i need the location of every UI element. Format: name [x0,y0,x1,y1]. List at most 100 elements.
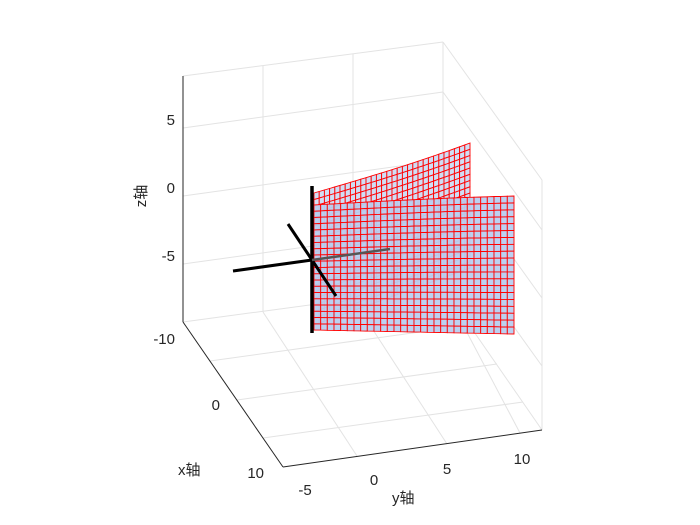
surface-cell [440,244,448,253]
surface-cell [313,273,322,281]
surface-cell [326,310,335,319]
surface-cell [480,298,488,307]
surface-cell [320,241,328,250]
surface-cell [340,228,348,236]
surface-cell [360,324,368,332]
surface-cell [400,206,408,214]
surface-cell [393,219,402,228]
surface-cell [453,325,462,334]
surface-cell [406,291,415,300]
surface-cell [400,291,408,300]
surface-cell [500,243,508,252]
surface-cell [433,305,442,313]
surface-cell [493,216,502,225]
surface-cell [313,223,322,231]
surface-cell [453,251,462,260]
surface-cell [393,239,402,247]
surface-cell [486,202,495,211]
surface-cell [393,199,402,208]
surface-cell [493,278,502,287]
surface-cell [473,223,482,232]
surface-cell [413,285,422,293]
surface-cell [460,291,468,300]
surface-cell [386,304,395,313]
surface-cell [466,278,475,287]
surface-cell [373,272,382,280]
surface-cell [506,264,515,273]
surface-cell [386,200,395,208]
surface-cell [326,266,335,275]
surface-cell [326,247,335,256]
surface-cell [360,298,368,306]
surface-cell [420,245,428,253]
surface-cell [380,252,388,261]
surface-cell [506,209,515,218]
surface-cell [440,211,448,220]
surface-cell [473,319,482,327]
surface-cell [366,233,375,242]
surface-cell [493,223,502,232]
surface-cell [333,234,342,243]
surface-cell [373,213,382,222]
surface-cell [460,271,468,280]
surface-cell [466,325,475,334]
surface-cell [453,298,462,307]
surface-cell [313,241,322,250]
surface-cell [500,223,508,232]
surface-cell [360,259,368,268]
surface-cell [500,202,508,211]
surface-cell [366,324,375,332]
surface-cell [320,323,328,331]
surface-cell [426,285,435,293]
surface-cell [413,311,422,320]
surface-cell [453,203,462,212]
surface-cell [373,291,382,300]
surface-cell [386,298,395,306]
surface-cell [353,285,362,293]
surface-cell [486,264,495,273]
surface-cell [493,257,502,266]
surface-cell [360,253,368,261]
surface-cell [480,305,488,314]
surface-cell [340,221,348,230]
surface-cell [373,311,382,319]
surface-cell [446,298,455,307]
surface-cell [473,203,482,212]
surface-cell [480,264,488,273]
surface-cell [313,279,322,287]
surface-cell [420,278,428,287]
surface-cell [460,237,468,246]
surface-cell [366,285,375,293]
surface-cell [493,326,502,335]
surface-cell [393,213,402,221]
surface-cell [506,236,515,245]
surface-cell [353,323,362,332]
surface-cell [413,271,422,280]
surface-cell [433,251,442,260]
surface-cell [313,292,322,300]
surface-cell [466,244,475,253]
surface-cell [500,250,508,259]
surface-cell [420,271,428,280]
surface-cell [486,312,495,321]
surface-cell [346,272,355,281]
surface-cell [486,271,495,280]
surface-cell [440,318,448,327]
surface-cell [393,304,402,313]
surface-cell [373,278,382,287]
surface-cell [460,264,468,273]
surface-cell [366,227,375,235]
surface-cell [353,279,362,287]
surface-cell [506,312,515,321]
surface-cell [313,310,322,319]
surface-cell [480,223,488,232]
surface-cell [360,208,368,216]
surface-cell [433,325,442,333]
surface-cell [360,214,368,223]
surface-cell [420,198,428,207]
surface-cell [366,272,375,280]
surface-cell [346,240,355,249]
surface-cell [480,271,488,280]
surface-cell [386,311,395,319]
surface-cell [460,203,468,212]
